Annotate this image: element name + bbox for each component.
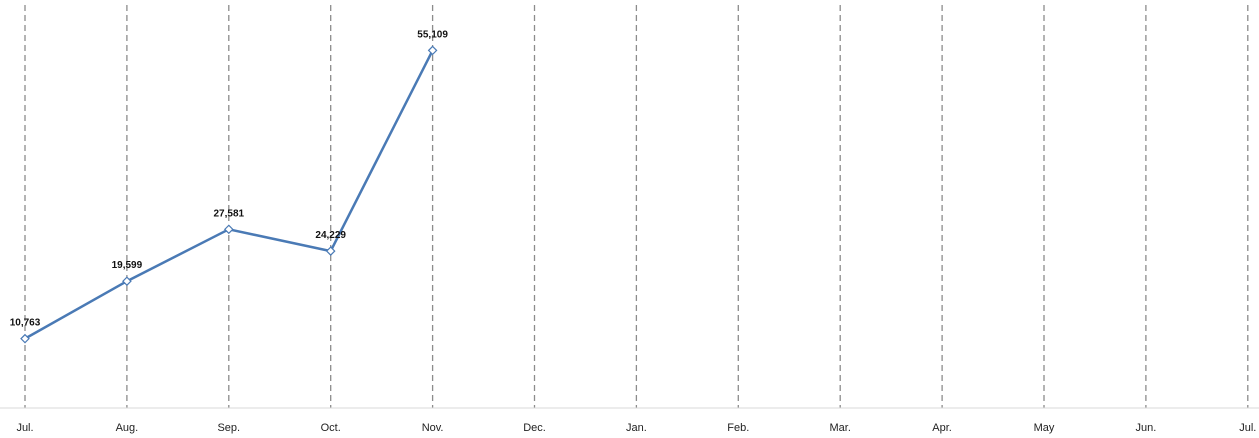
- x-tick-label-4: Nov.: [422, 422, 444, 434]
- x-tick-label-3: Oct.: [321, 422, 341, 434]
- data-point-2: [223, 224, 234, 235]
- x-tick-label-9: Apr.: [932, 422, 952, 434]
- data-labels-group: 10,763 19,599 27,581 24,229 55,109: [10, 29, 449, 328]
- data-point-3: [325, 246, 336, 256]
- x-tick-label-2: Sep.: [217, 422, 240, 434]
- data-point-4: [427, 45, 438, 56]
- x-tick-label-10: May: [1034, 422, 1055, 434]
- data-point-0: [20, 333, 30, 344]
- data-label-0: 10,763: [10, 318, 41, 329]
- x-tick-label-8: Mar.: [829, 422, 850, 434]
- x-tick-label-0: Jul.: [16, 422, 33, 434]
- data-label-2: 27,581: [214, 208, 245, 219]
- data-point-1: [122, 276, 132, 287]
- x-tick-label-6: Jan.: [626, 422, 647, 434]
- data-label-4: 55,109: [417, 29, 448, 40]
- gridlines: [24, 5, 1249, 408]
- markers-group: [20, 45, 438, 344]
- x-tick-label-12: Jul.: [1239, 422, 1256, 434]
- x-tick-label-1: Aug.: [116, 422, 139, 434]
- x-tick-label-7: Feb.: [727, 422, 749, 434]
- x-tick-label-11: Jun.: [1136, 422, 1157, 434]
- x-tick-label-5: Dec.: [523, 422, 546, 434]
- x-tick-labels-group: Jul. Aug. Sep. Oct. Nov. Dec. Jan. Feb. Mar. Apr.…: [16, 422, 1256, 434]
- data-label-3: 24,229: [315, 230, 346, 241]
- data-label-1: 19,599: [112, 260, 143, 271]
